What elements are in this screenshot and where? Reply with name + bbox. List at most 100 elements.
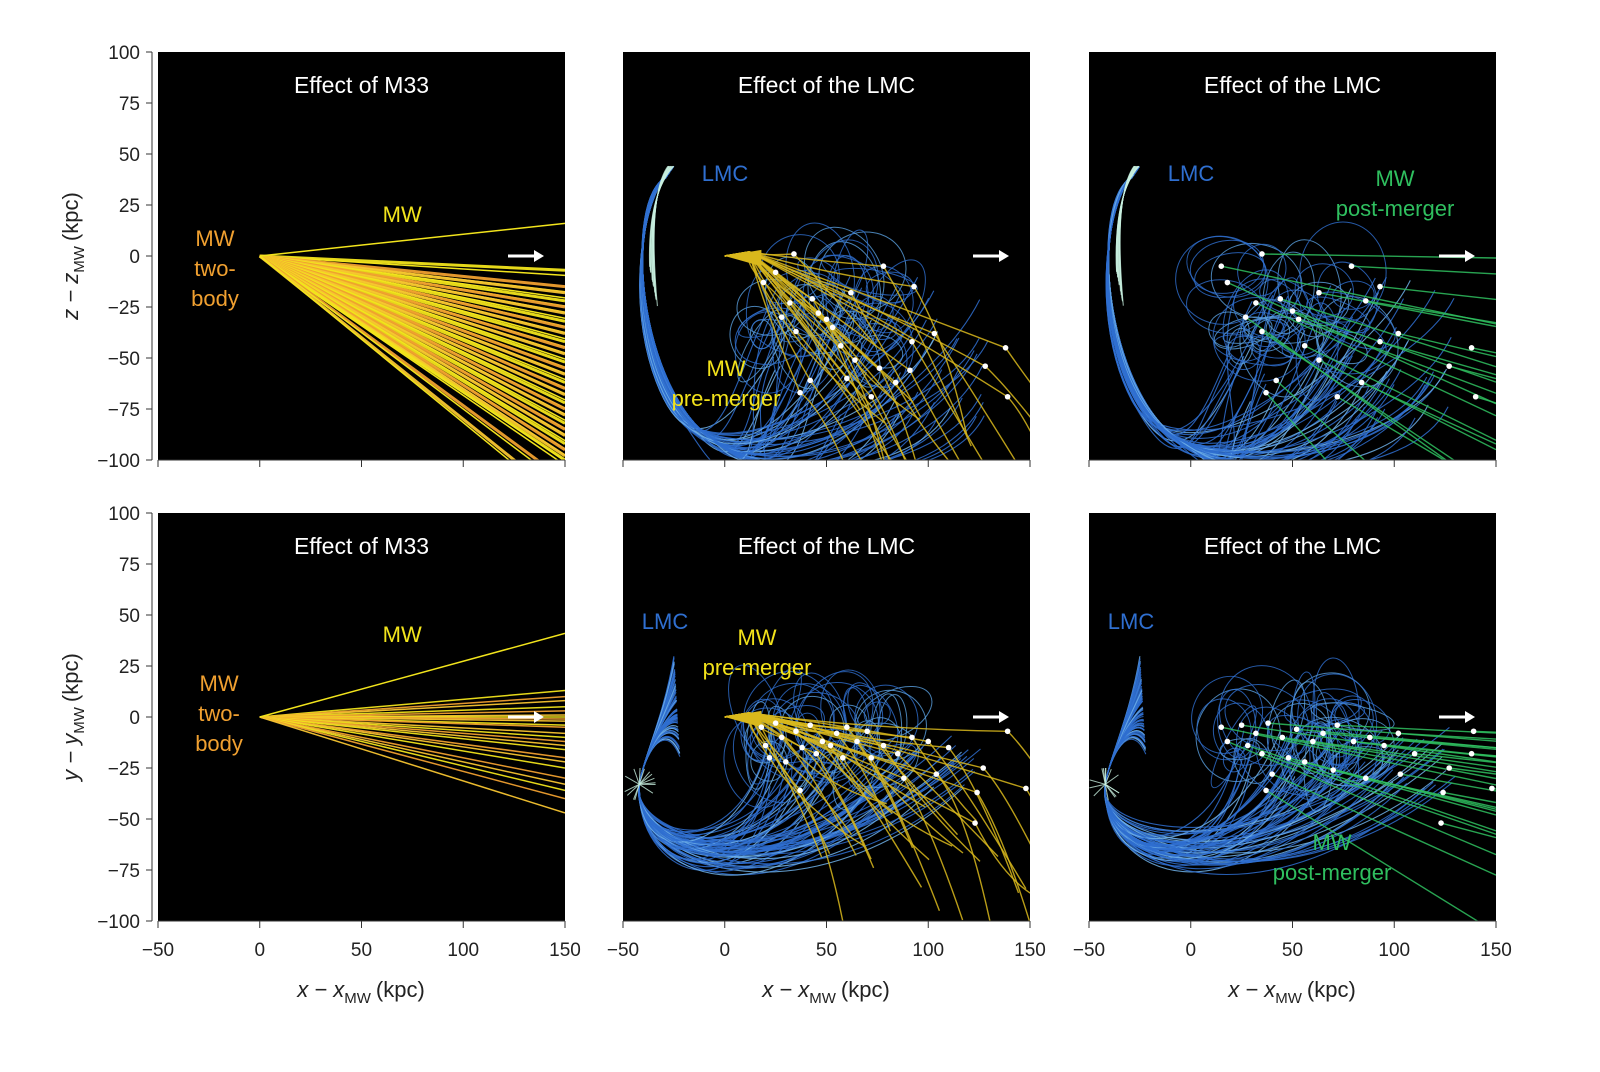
x-axis-title-unit: (kpc) bbox=[376, 977, 425, 1002]
mw-two-body-label: MW bbox=[195, 226, 234, 251]
satellite-dot bbox=[1470, 728, 1477, 735]
satellite-dot bbox=[1440, 789, 1446, 796]
mw-two-body-label: MW bbox=[200, 671, 239, 696]
mw-post-merger-trajectory bbox=[1318, 359, 1496, 451]
satellite-dot bbox=[1316, 289, 1322, 296]
x-axis-title-unit: (kpc) bbox=[1307, 977, 1356, 1002]
satellite-dot bbox=[799, 744, 805, 751]
panel-title: Effect of the LMC bbox=[738, 533, 915, 559]
lmc-label: LMC bbox=[1168, 161, 1215, 186]
mw-post-merger-trajectory bbox=[1275, 379, 1366, 460]
mw-pre-merger-label: MW bbox=[706, 356, 745, 381]
plot-area bbox=[1105, 165, 1496, 460]
lmc-trajectory bbox=[638, 736, 771, 860]
satellite-dot bbox=[1277, 296, 1284, 302]
mw-trajectory bbox=[259, 632, 565, 718]
mw-two-body-trajectory bbox=[259, 255, 533, 460]
lmc-trajectory bbox=[638, 661, 916, 860]
lmc-trajectory bbox=[642, 174, 772, 455]
mw-post-merger-trajectory bbox=[1473, 730, 1496, 733]
mw-post-merger-trajectory bbox=[1379, 285, 1496, 301]
mw-two-body-trajectory bbox=[259, 716, 565, 769]
mw-two-body-trajectory bbox=[259, 716, 565, 800]
lmc-orbit-loop bbox=[1250, 317, 1291, 352]
plot-area bbox=[258, 222, 565, 460]
satellite-dot bbox=[1242, 314, 1249, 321]
mw-pre-merger-label: MW bbox=[737, 625, 776, 650]
lmc-core-trajectory bbox=[624, 783, 640, 793]
satellite-dot bbox=[854, 738, 860, 745]
lmc-orbit-loop bbox=[1299, 221, 1387, 323]
right-arrow-icon bbox=[508, 250, 544, 262]
y-tick-label: 75 bbox=[119, 555, 140, 576]
lmc-orbit-loop bbox=[1290, 671, 1316, 754]
lmc-core-trajectory bbox=[653, 165, 670, 300]
satellite-dot bbox=[1362, 775, 1369, 781]
arrow-head bbox=[534, 250, 544, 262]
satellite-dot bbox=[1334, 722, 1341, 728]
arrow-head bbox=[999, 711, 1009, 723]
satellite-dot bbox=[783, 759, 789, 765]
lmc-orbit-loop bbox=[1224, 684, 1309, 752]
x-axis-title-sub: MW bbox=[809, 990, 836, 1007]
y-axis-title-unit: (kpc) bbox=[58, 192, 83, 241]
mw-post-merger-trajectory bbox=[1221, 726, 1496, 786]
satellite-dot bbox=[1218, 724, 1225, 730]
lmc-core-trajectory bbox=[1101, 768, 1106, 785]
mw-two-body-trajectory bbox=[259, 716, 565, 751]
satellite-dot bbox=[1350, 738, 1357, 745]
y-tick-label: −50 bbox=[108, 349, 140, 370]
lmc-core-trajectory bbox=[639, 777, 655, 785]
lmc-orbit-loop bbox=[1315, 296, 1399, 388]
x-tick-label: 150 bbox=[1480, 940, 1512, 961]
satellite-dot bbox=[766, 755, 773, 761]
y-tick-label: −25 bbox=[108, 759, 140, 780]
mw-origin-wedge bbox=[724, 249, 762, 267]
satellite-dot bbox=[1259, 328, 1265, 335]
mw-label: MW bbox=[383, 202, 422, 227]
satellite-dot bbox=[793, 328, 799, 335]
lmc-orbit-loop bbox=[1294, 263, 1354, 317]
lmc-core-trajectory bbox=[634, 784, 640, 801]
y-axis-title-unit: (kpc) bbox=[58, 653, 83, 702]
x-tick-label: 150 bbox=[549, 940, 581, 961]
satellite-dot bbox=[813, 750, 820, 757]
y-tick-label: −100 bbox=[97, 912, 140, 933]
satellite-dot bbox=[1468, 345, 1475, 351]
mw-post-merger-trajectory bbox=[1268, 722, 1496, 742]
lmc-core-trajectory bbox=[1093, 783, 1106, 797]
x-tick-label: 150 bbox=[1014, 940, 1046, 961]
satellite-dot bbox=[848, 289, 854, 296]
mw-two-body-label: two- bbox=[198, 701, 240, 726]
mw-post-merger-trajectory bbox=[1312, 740, 1496, 768]
arrow-head bbox=[1465, 250, 1475, 262]
mw-two-body-trajectory bbox=[259, 716, 565, 792]
lmc-orbit-loop bbox=[1332, 280, 1375, 310]
satellite-dot bbox=[1253, 300, 1259, 306]
satellite-dot bbox=[833, 730, 840, 737]
satellite-dot bbox=[1489, 785, 1495, 792]
x-tick-label: 0 bbox=[1185, 940, 1196, 961]
lmc-orbit-loop bbox=[858, 259, 926, 353]
lmc-core-trajectory bbox=[1105, 774, 1119, 785]
right-arrow-icon bbox=[1439, 711, 1475, 723]
y-axis-title-top: z − zMW (kpc) bbox=[58, 192, 88, 321]
mw-post-merger-trajectory bbox=[1245, 316, 1448, 460]
x-axis-title-var: x − x bbox=[761, 977, 810, 1002]
lmc-orbit-loop bbox=[1212, 296, 1306, 382]
satellite-dot bbox=[823, 316, 830, 323]
lmc-trajectory bbox=[1104, 733, 1294, 849]
lmc-orbit-loop bbox=[1191, 675, 1263, 754]
x-tick-label: −50 bbox=[607, 940, 639, 961]
lmc-trajectory bbox=[638, 725, 773, 843]
lmc-trajectory bbox=[1104, 668, 1367, 835]
satellite-dot bbox=[778, 314, 785, 321]
mw-post-merger-trajectory bbox=[1318, 292, 1496, 328]
satellite-dot bbox=[807, 377, 814, 384]
mw-post-merger-trajectory bbox=[1398, 332, 1496, 358]
x-axis-title-sub: MW bbox=[1275, 990, 1302, 1007]
lmc-orbit-loop bbox=[1289, 281, 1350, 327]
y-tick-label: 50 bbox=[119, 145, 140, 166]
mw-two-body-label: body bbox=[195, 731, 243, 756]
